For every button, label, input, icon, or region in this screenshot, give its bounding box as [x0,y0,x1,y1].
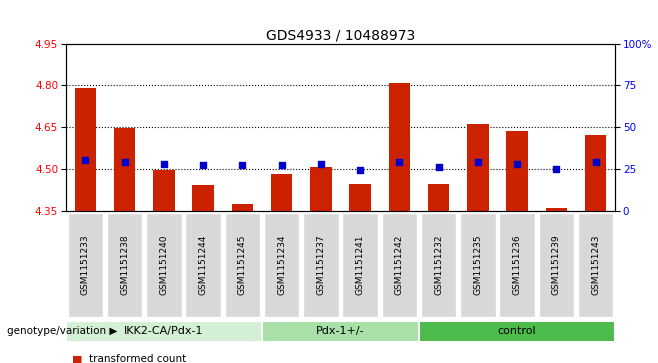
Text: transformed count: transformed count [89,354,186,363]
FancyBboxPatch shape [107,213,142,317]
Point [119,159,130,165]
Point [394,159,405,165]
FancyBboxPatch shape [419,321,615,342]
Point [198,163,209,168]
Text: control: control [498,326,536,336]
FancyBboxPatch shape [146,213,182,317]
Bar [232,204,253,211]
Bar [310,167,332,211]
Text: GSM1151239: GSM1151239 [552,234,561,295]
Bar [114,129,136,211]
FancyBboxPatch shape [66,321,262,342]
Bar [349,184,371,211]
Bar [545,208,567,211]
FancyBboxPatch shape [342,213,378,317]
Bar [192,185,214,211]
Text: GSM1151236: GSM1151236 [513,234,522,295]
Text: GSM1151240: GSM1151240 [159,235,168,295]
Point [237,163,247,168]
Text: GSM1151243: GSM1151243 [591,235,600,295]
FancyBboxPatch shape [264,213,299,317]
Bar [153,170,175,211]
Text: GSM1151242: GSM1151242 [395,235,404,295]
Bar [585,135,607,211]
Text: GSM1151233: GSM1151233 [81,234,90,295]
Text: GSM1151237: GSM1151237 [316,234,326,295]
FancyBboxPatch shape [499,213,535,317]
Point [512,161,522,167]
Text: GSM1151232: GSM1151232 [434,235,443,295]
FancyBboxPatch shape [262,321,419,342]
Text: GSM1151234: GSM1151234 [277,235,286,295]
Text: IKK2-CA/Pdx-1: IKK2-CA/Pdx-1 [124,326,204,336]
FancyBboxPatch shape [421,213,456,317]
Point [80,158,91,163]
Bar [389,82,410,211]
Point [590,159,601,165]
Text: GSM1151245: GSM1151245 [238,235,247,295]
FancyBboxPatch shape [303,213,339,317]
Bar [428,184,449,211]
Text: ■: ■ [72,354,83,363]
FancyBboxPatch shape [225,213,260,317]
FancyBboxPatch shape [68,213,103,317]
Bar [467,124,489,211]
Bar [271,174,292,211]
Bar [74,88,96,211]
Text: GSM1151244: GSM1151244 [199,235,208,295]
Point [159,161,169,167]
Point [551,166,562,172]
Text: GSM1151241: GSM1151241 [355,235,365,295]
Text: Pdx-1+/-: Pdx-1+/- [316,326,365,336]
FancyBboxPatch shape [186,213,221,317]
Title: GDS4933 / 10488973: GDS4933 / 10488973 [266,28,415,42]
Point [434,164,444,170]
Point [472,159,483,165]
FancyBboxPatch shape [382,213,417,317]
Point [276,163,287,168]
FancyBboxPatch shape [578,213,613,317]
Text: genotype/variation ▶: genotype/variation ▶ [7,326,117,336]
FancyBboxPatch shape [539,213,574,317]
Point [355,168,365,174]
Point [316,161,326,167]
FancyBboxPatch shape [460,213,495,317]
Text: GSM1151235: GSM1151235 [473,234,482,295]
Bar [506,131,528,211]
Text: GSM1151238: GSM1151238 [120,234,129,295]
